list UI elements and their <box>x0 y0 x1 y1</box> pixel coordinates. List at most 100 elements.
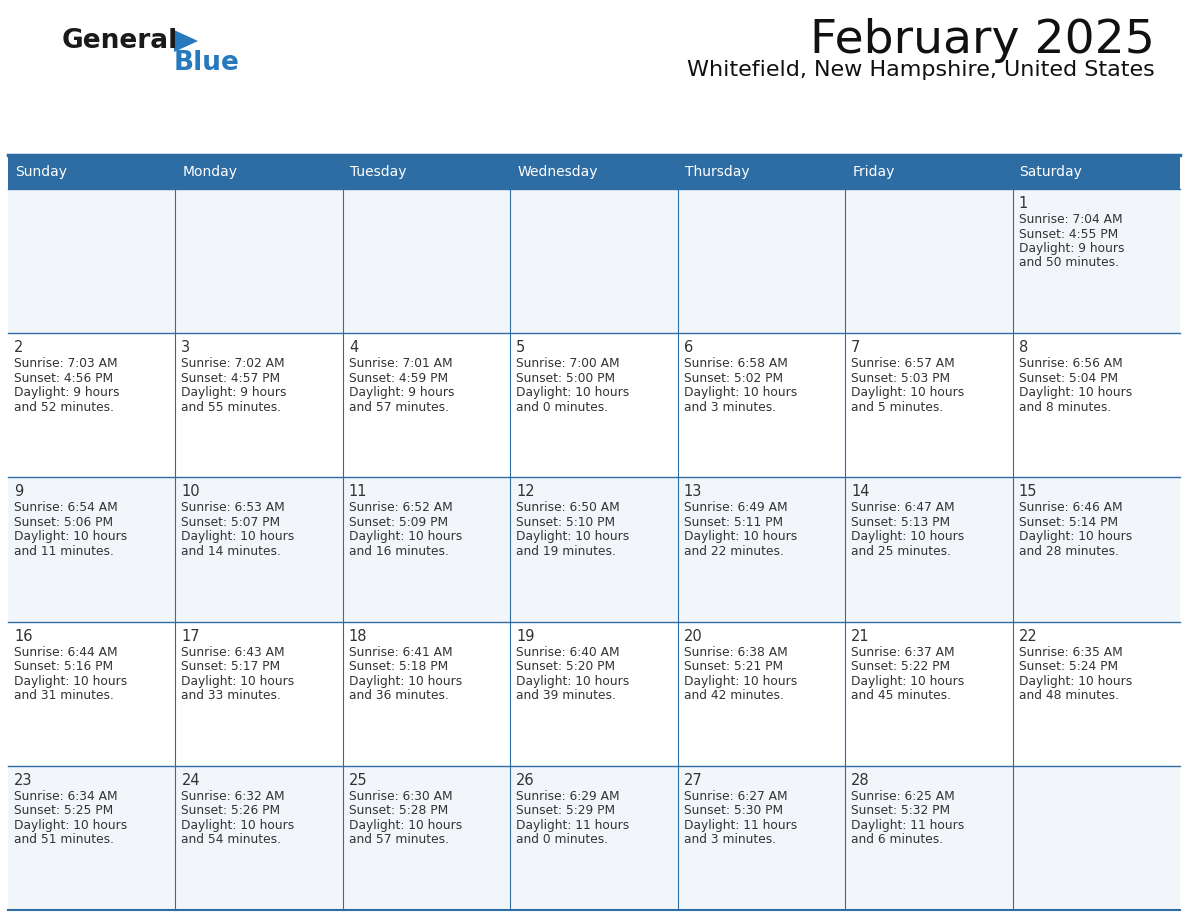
Bar <box>8 766 1180 910</box>
Text: Tuesday: Tuesday <box>349 165 406 179</box>
Text: Wednesday: Wednesday <box>517 165 598 179</box>
Text: Daylight: 9 hours: Daylight: 9 hours <box>349 386 454 399</box>
Text: Sunrise: 7:04 AM: Sunrise: 7:04 AM <box>1018 213 1123 226</box>
Text: Sunset: 5:18 PM: Sunset: 5:18 PM <box>349 660 448 673</box>
Text: Sunset: 5:29 PM: Sunset: 5:29 PM <box>517 804 615 817</box>
Text: Sunset: 5:17 PM: Sunset: 5:17 PM <box>182 660 280 673</box>
Text: Daylight: 10 hours: Daylight: 10 hours <box>182 819 295 832</box>
Bar <box>8 189 1180 333</box>
Text: and 54 minutes.: and 54 minutes. <box>182 834 282 846</box>
Text: and 19 minutes.: and 19 minutes. <box>517 545 617 558</box>
Text: Sunset: 5:25 PM: Sunset: 5:25 PM <box>14 804 113 817</box>
Text: Sunrise: 6:37 AM: Sunrise: 6:37 AM <box>851 645 955 658</box>
Text: and 45 minutes.: and 45 minutes. <box>851 689 952 702</box>
Text: 8: 8 <box>1018 341 1028 355</box>
Text: Daylight: 10 hours: Daylight: 10 hours <box>684 675 797 688</box>
Polygon shape <box>173 30 198 52</box>
Text: 26: 26 <box>517 773 535 788</box>
Text: Daylight: 10 hours: Daylight: 10 hours <box>684 386 797 399</box>
Text: and 28 minutes.: and 28 minutes. <box>1018 545 1119 558</box>
Text: 25: 25 <box>349 773 367 788</box>
Text: Sunrise: 6:58 AM: Sunrise: 6:58 AM <box>684 357 788 370</box>
Text: Daylight: 11 hours: Daylight: 11 hours <box>851 819 965 832</box>
Text: Whitefield, New Hampshire, United States: Whitefield, New Hampshire, United States <box>687 60 1155 80</box>
Text: and 36 minutes.: and 36 minutes. <box>349 689 449 702</box>
Text: Sunrise: 6:30 AM: Sunrise: 6:30 AM <box>349 789 453 803</box>
Text: Blue: Blue <box>173 50 240 76</box>
Text: Daylight: 10 hours: Daylight: 10 hours <box>182 531 295 543</box>
Text: and 57 minutes.: and 57 minutes. <box>349 400 449 414</box>
Text: Daylight: 10 hours: Daylight: 10 hours <box>851 386 965 399</box>
Text: Daylight: 10 hours: Daylight: 10 hours <box>1018 675 1132 688</box>
Text: Sunset: 5:30 PM: Sunset: 5:30 PM <box>684 804 783 817</box>
Text: Daylight: 10 hours: Daylight: 10 hours <box>182 675 295 688</box>
Text: Daylight: 10 hours: Daylight: 10 hours <box>14 819 127 832</box>
Text: Sunrise: 6:56 AM: Sunrise: 6:56 AM <box>1018 357 1123 370</box>
Text: and 5 minutes.: and 5 minutes. <box>851 400 943 414</box>
Text: Sunrise: 6:35 AM: Sunrise: 6:35 AM <box>1018 645 1123 658</box>
Text: Sunrise: 6:44 AM: Sunrise: 6:44 AM <box>14 645 118 658</box>
Bar <box>8 621 1180 766</box>
Text: 19: 19 <box>517 629 535 644</box>
Text: Daylight: 10 hours: Daylight: 10 hours <box>1018 386 1132 399</box>
Bar <box>511 155 677 189</box>
Text: 24: 24 <box>182 773 200 788</box>
Text: Sunset: 5:06 PM: Sunset: 5:06 PM <box>14 516 113 529</box>
Text: 2: 2 <box>14 341 24 355</box>
Bar <box>1012 155 1180 189</box>
Text: Sunset: 5:03 PM: Sunset: 5:03 PM <box>851 372 950 385</box>
Text: 9: 9 <box>14 485 24 499</box>
Text: 22: 22 <box>1018 629 1037 644</box>
Text: 10: 10 <box>182 485 200 499</box>
Text: Daylight: 10 hours: Daylight: 10 hours <box>517 531 630 543</box>
Text: Sunset: 5:10 PM: Sunset: 5:10 PM <box>517 516 615 529</box>
Text: and 3 minutes.: and 3 minutes. <box>684 400 776 414</box>
Text: Saturday: Saturday <box>1019 165 1082 179</box>
Text: and 57 minutes.: and 57 minutes. <box>349 834 449 846</box>
Text: 5: 5 <box>517 341 525 355</box>
Text: Daylight: 10 hours: Daylight: 10 hours <box>851 675 965 688</box>
Text: 15: 15 <box>1018 485 1037 499</box>
Text: Sunset: 5:26 PM: Sunset: 5:26 PM <box>182 804 280 817</box>
Text: and 16 minutes.: and 16 minutes. <box>349 545 449 558</box>
Text: and 0 minutes.: and 0 minutes. <box>517 834 608 846</box>
Text: Sunrise: 6:53 AM: Sunrise: 6:53 AM <box>182 501 285 514</box>
Text: Sunrise: 6:57 AM: Sunrise: 6:57 AM <box>851 357 955 370</box>
Text: and 14 minutes.: and 14 minutes. <box>182 545 282 558</box>
Text: Sunset: 5:00 PM: Sunset: 5:00 PM <box>517 372 615 385</box>
Text: Sunday: Sunday <box>15 165 67 179</box>
Bar <box>8 333 1180 477</box>
Text: Sunset: 5:28 PM: Sunset: 5:28 PM <box>349 804 448 817</box>
Text: and 6 minutes.: and 6 minutes. <box>851 834 943 846</box>
Text: Sunrise: 6:27 AM: Sunrise: 6:27 AM <box>684 789 788 803</box>
Text: Sunset: 5:11 PM: Sunset: 5:11 PM <box>684 516 783 529</box>
Text: Sunset: 5:07 PM: Sunset: 5:07 PM <box>182 516 280 529</box>
Text: and 8 minutes.: and 8 minutes. <box>1018 400 1111 414</box>
Bar <box>176 155 343 189</box>
Text: 3: 3 <box>182 341 190 355</box>
Text: Sunset: 4:55 PM: Sunset: 4:55 PM <box>1018 228 1118 241</box>
Text: 17: 17 <box>182 629 200 644</box>
Text: Daylight: 10 hours: Daylight: 10 hours <box>349 675 462 688</box>
Text: and 31 minutes.: and 31 minutes. <box>14 689 114 702</box>
Text: Sunset: 5:21 PM: Sunset: 5:21 PM <box>684 660 783 673</box>
Text: 11: 11 <box>349 485 367 499</box>
Text: Sunset: 5:02 PM: Sunset: 5:02 PM <box>684 372 783 385</box>
Text: and 48 minutes.: and 48 minutes. <box>1018 689 1119 702</box>
Text: 12: 12 <box>517 485 535 499</box>
Text: 13: 13 <box>684 485 702 499</box>
Text: Sunset: 5:20 PM: Sunset: 5:20 PM <box>517 660 615 673</box>
Text: Daylight: 11 hours: Daylight: 11 hours <box>684 819 797 832</box>
Text: Sunset: 5:32 PM: Sunset: 5:32 PM <box>851 804 950 817</box>
Text: Sunrise: 6:49 AM: Sunrise: 6:49 AM <box>684 501 788 514</box>
Text: Sunrise: 6:46 AM: Sunrise: 6:46 AM <box>1018 501 1123 514</box>
Text: February 2025: February 2025 <box>810 18 1155 63</box>
Text: 27: 27 <box>684 773 702 788</box>
Text: Sunset: 5:13 PM: Sunset: 5:13 PM <box>851 516 950 529</box>
Text: Sunset: 5:16 PM: Sunset: 5:16 PM <box>14 660 113 673</box>
Text: Sunrise: 7:01 AM: Sunrise: 7:01 AM <box>349 357 453 370</box>
Text: Daylight: 10 hours: Daylight: 10 hours <box>517 675 630 688</box>
Bar <box>8 477 1180 621</box>
Text: 23: 23 <box>14 773 32 788</box>
Text: 1: 1 <box>1018 196 1028 211</box>
